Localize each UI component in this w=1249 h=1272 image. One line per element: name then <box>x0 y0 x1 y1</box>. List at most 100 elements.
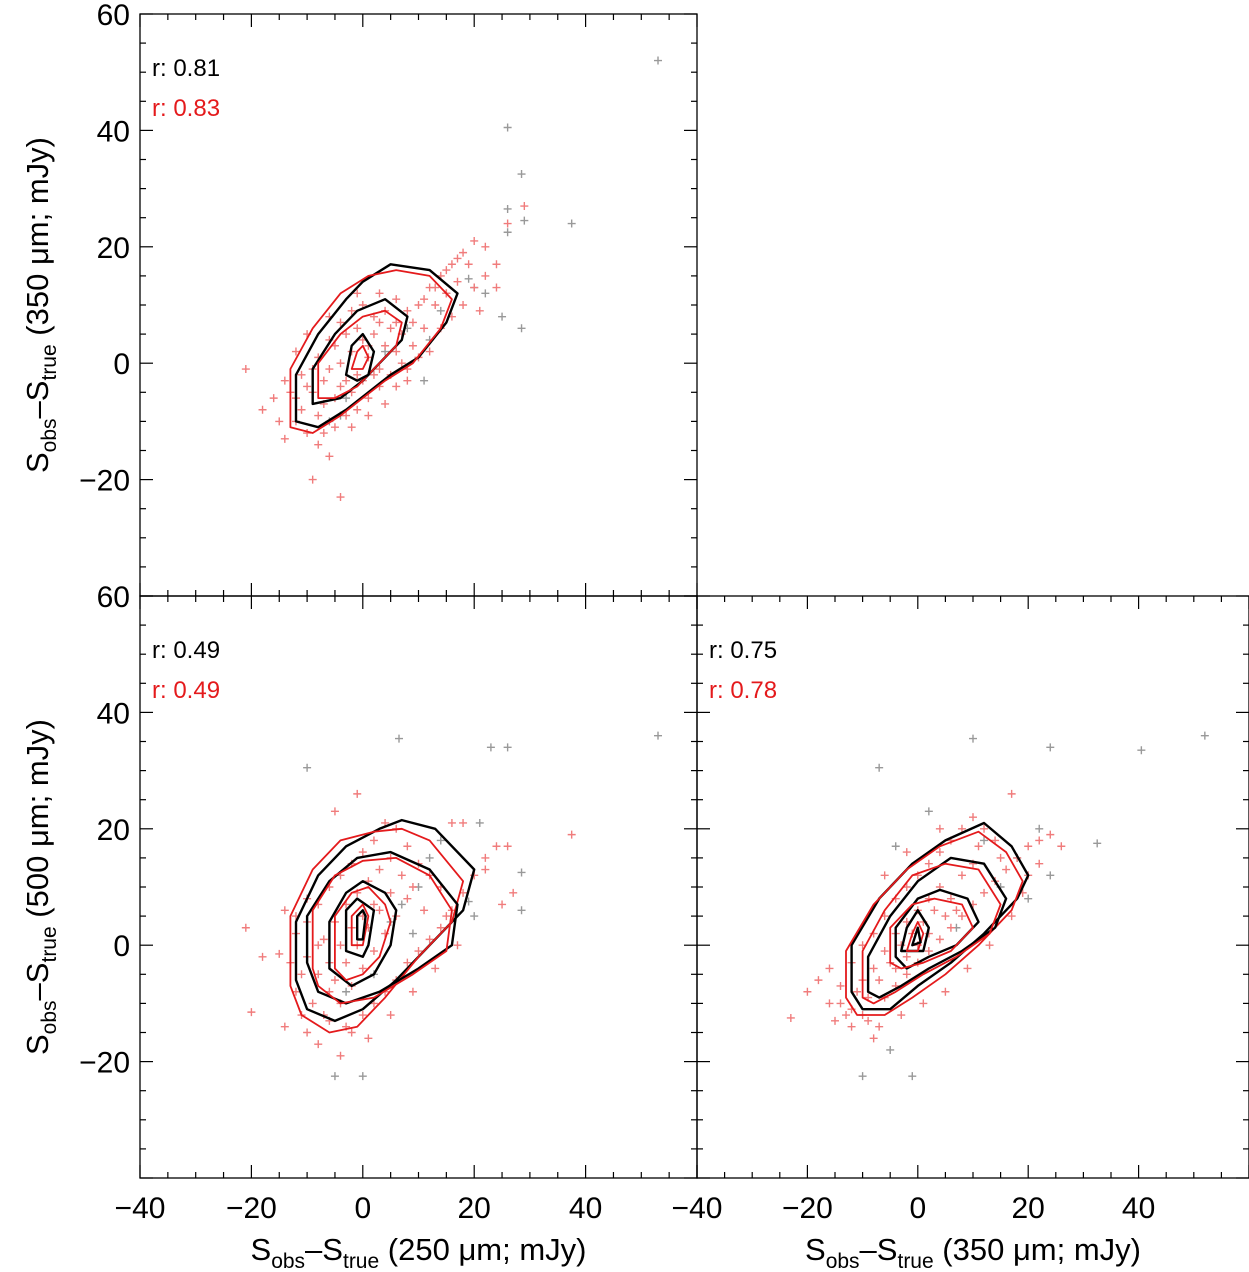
contour-line <box>344 897 376 958</box>
scatter-point <box>957 871 966 880</box>
scatter-point <box>358 848 367 857</box>
scatter-point <box>902 952 911 961</box>
scatter-point <box>836 981 845 990</box>
y-tick-label: 20 <box>97 232 130 265</box>
axis-title-rest: (500 μm; mJy) <box>20 719 55 926</box>
scatter-point <box>969 734 977 743</box>
scatter-point <box>381 399 390 408</box>
scatter-point <box>408 883 417 891</box>
scatter-point <box>1007 789 1016 798</box>
scatter-point <box>503 743 512 752</box>
correlation-label: r: 0.49 <box>152 677 220 704</box>
axis-title-dash: – <box>305 1232 323 1267</box>
scatter-point <box>935 935 944 944</box>
scatter-point <box>342 394 351 403</box>
scatter-point <box>392 295 401 304</box>
scatter-point <box>814 976 823 985</box>
scatter-point <box>1035 824 1044 833</box>
x-tick-label: 0 <box>909 1192 926 1225</box>
scatter-point <box>420 324 429 333</box>
scatter-point <box>831 1016 839 1025</box>
x-tick-label: −40 <box>115 1192 166 1225</box>
scatter-point <box>517 868 526 877</box>
x-tick-label: 20 <box>1012 1192 1045 1225</box>
y-axis-title: Sobs–Strue (500 μm; mJy) <box>20 719 61 1055</box>
y-tick-label: 0 <box>113 930 130 963</box>
axis-title-s2: S <box>322 1232 343 1267</box>
scatter-point <box>436 836 445 845</box>
correlation-label: r: 0.75 <box>709 637 777 664</box>
scatter-point <box>297 970 306 979</box>
scatter-point <box>314 970 323 979</box>
scatter-point <box>319 376 328 385</box>
contour-line <box>350 344 370 370</box>
scatter-point <box>403 958 412 967</box>
axis-title-dash: – <box>860 1232 878 1267</box>
scatter-point <box>492 260 501 269</box>
scatter-point <box>897 1011 906 1020</box>
x-tick-label: 40 <box>569 1192 602 1225</box>
scatter-point <box>980 836 989 845</box>
scatter-point <box>241 923 250 932</box>
scatter-point <box>509 888 518 897</box>
contour-line <box>889 897 974 970</box>
scatter-point <box>431 964 440 973</box>
tick-marks <box>696 595 1249 1179</box>
scatter-point <box>654 731 663 740</box>
scatter-point <box>475 306 484 315</box>
scatter-point <box>941 987 950 996</box>
y-tick-label: 40 <box>97 115 130 148</box>
scatter-point <box>908 1072 917 1081</box>
panel-bottom-right: −40 −20 0 20 40 r: 0.75 r: 0.78 <box>672 595 1249 1225</box>
scatter-point <box>386 1011 395 1020</box>
scatter-point <box>347 306 356 315</box>
contour-line <box>294 818 476 1023</box>
scatter-point <box>1200 731 1209 740</box>
scatter-point <box>314 411 323 420</box>
scatter-point <box>492 842 501 851</box>
scatter-point <box>464 274 473 283</box>
scatter-point <box>347 423 356 432</box>
scatter-point <box>386 888 395 897</box>
y-tick-label: 0 <box>113 348 130 381</box>
contour-line <box>294 263 459 429</box>
scatter-point <box>275 949 284 958</box>
scatter-point <box>308 999 317 1008</box>
scatter-point <box>280 434 289 443</box>
scatter-point <box>241 365 250 374</box>
scatter-point <box>375 318 384 327</box>
scatter-point <box>969 813 977 822</box>
scatter-point <box>880 871 889 880</box>
scatter-point <box>902 848 911 857</box>
scatter-point <box>503 228 512 237</box>
scatter-point <box>358 1011 367 1020</box>
scatter-point <box>453 941 462 950</box>
scatter-point <box>869 964 878 973</box>
contour-line <box>344 332 376 382</box>
scatter-point <box>408 341 417 350</box>
scatter-point <box>875 763 884 772</box>
scatter-point <box>353 370 362 379</box>
contour-line <box>289 269 453 434</box>
scatter-point <box>459 248 468 257</box>
scatter-point <box>464 260 473 269</box>
series-1 <box>786 789 1066 1043</box>
correlation-label: r: 0.83 <box>152 95 220 122</box>
scatter-point <box>431 301 440 309</box>
scatter-point <box>459 818 468 827</box>
scatter-point <box>935 848 944 857</box>
scatter-point <box>803 987 812 996</box>
scatter-point <box>996 853 1005 862</box>
scatter-point <box>375 865 384 874</box>
scatter-point <box>353 289 362 298</box>
correlation-label: r: 0.49 <box>152 637 220 664</box>
scatter-point <box>980 888 989 897</box>
scatter-point <box>420 906 429 915</box>
series-1 <box>241 789 576 1060</box>
scatter-point <box>425 347 434 356</box>
scatter-point <box>1024 894 1033 903</box>
contour-line <box>311 857 453 1005</box>
scatter-point <box>369 330 378 339</box>
scatter-point <box>1057 842 1066 851</box>
scatter-point <box>403 894 412 903</box>
